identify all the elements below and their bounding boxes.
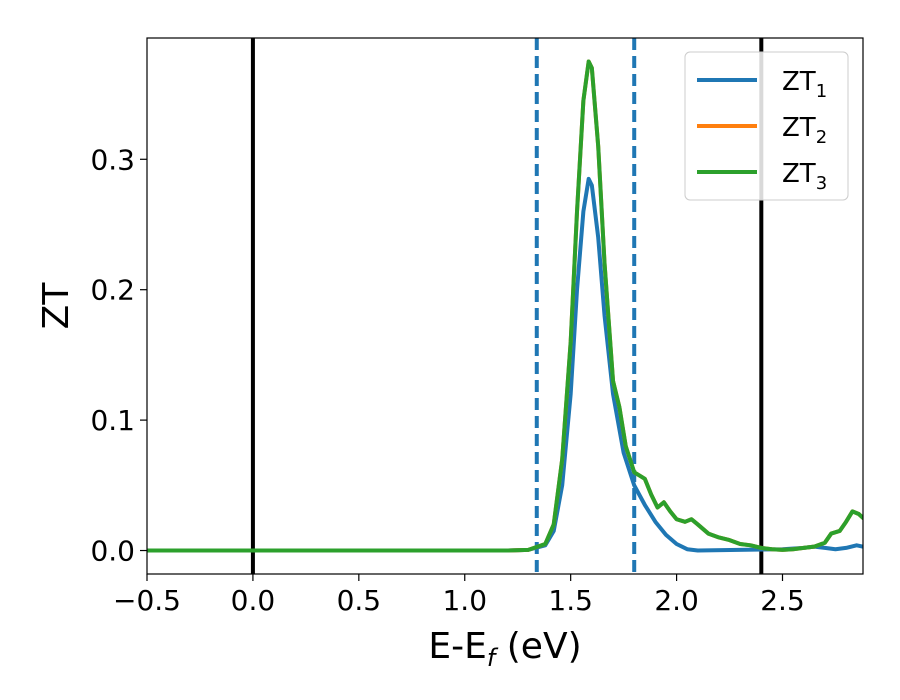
- x-axis-label: E-Ef (eV): [428, 626, 581, 672]
- x-tick-label: 2.0: [654, 584, 699, 617]
- x-tick-label: 1.0: [442, 584, 487, 617]
- y-tick-label: 0.0: [90, 535, 135, 568]
- series-line-3: [147, 59, 863, 553]
- series-lines: [147, 59, 863, 553]
- legend-box: [684, 51, 849, 201]
- x-tick-label: −0.5: [113, 584, 181, 617]
- y-axis-label: ZT: [36, 282, 77, 330]
- legend-label-1: ZT1: [782, 67, 827, 102]
- legend: ZT1 ZT2 ZT3: [684, 51, 849, 201]
- legend-label-3: ZT3: [782, 159, 827, 194]
- x-axis-label-unit: (eV): [495, 626, 581, 667]
- x-tick-label: 0.0: [231, 584, 276, 617]
- y-axis-ticks: 0.0 0.1 0.2 0.3: [90, 143, 147, 568]
- x-tick-label: 0.5: [337, 584, 382, 617]
- legend-label-2: ZT2: [782, 113, 827, 148]
- x-tick-label: 1.5: [548, 584, 593, 617]
- x-axis-ticks: −0.5 0.0 0.5 1.0 1.5 2.0 2.5: [113, 574, 805, 617]
- x-tick-label: 2.5: [760, 584, 805, 617]
- y-tick-label: 0.1: [90, 404, 135, 437]
- y-tick-label: 0.2: [90, 274, 135, 307]
- y-tick-label: 0.3: [90, 143, 135, 176]
- plot-frame: [146, 37, 864, 575]
